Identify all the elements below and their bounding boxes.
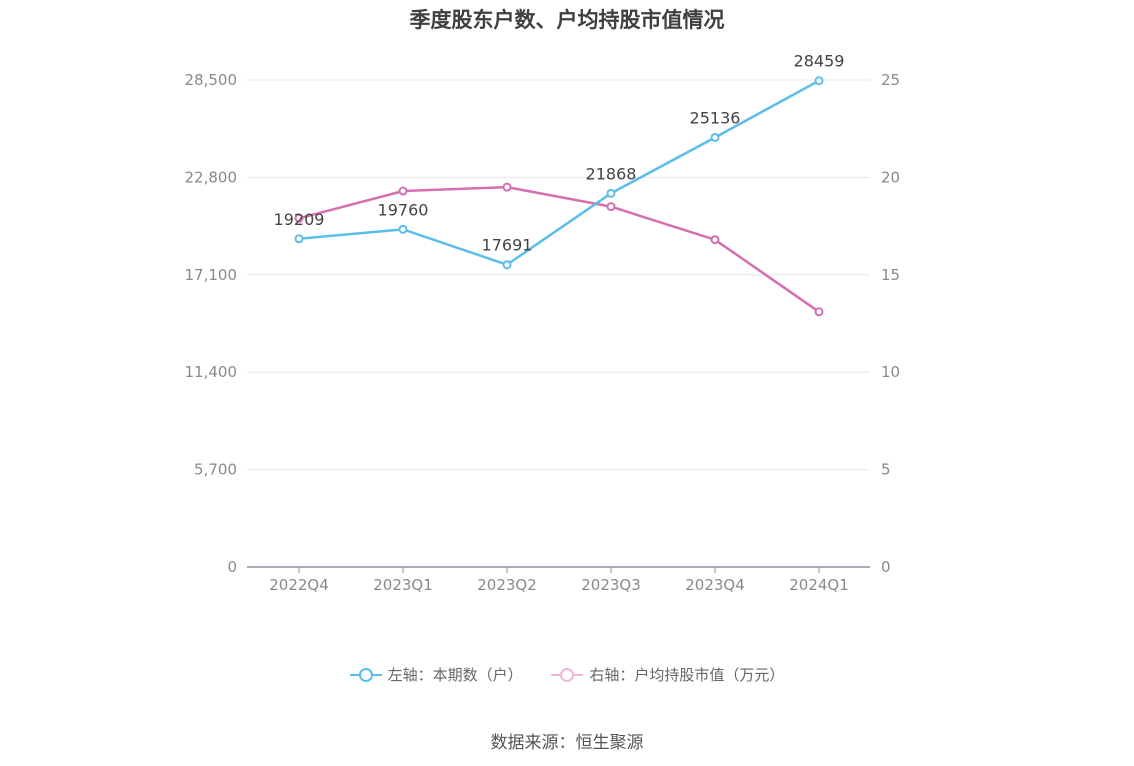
- data-point[interactable]: [606, 188, 616, 198]
- left-tick-label: 17,100: [185, 266, 238, 284]
- x-tick-label: 2022Q4: [269, 576, 329, 594]
- legend-label-holders: 左轴：本期数（户）: [387, 666, 523, 684]
- data-point[interactable]: [398, 224, 408, 234]
- x-tick-label: 2023Q3: [581, 576, 641, 594]
- x-tick-label: 2023Q2: [477, 576, 537, 594]
- data-point[interactable]: [502, 260, 512, 270]
- legend-swatch-avg-value: [551, 667, 584, 682]
- left-tick-label: 0: [227, 558, 237, 576]
- data-label: 17691: [482, 236, 533, 255]
- data-point[interactable]: [606, 202, 616, 212]
- left-tick-label: 22,800: [185, 168, 238, 186]
- right-axis-ticks: 0 5 10 15 20 25: [881, 71, 900, 576]
- right-tick-label: 10: [881, 363, 900, 381]
- legend-swatch-holders: [349, 667, 382, 682]
- right-tick-label: 5: [881, 461, 891, 479]
- data-label: 21868: [586, 164, 637, 183]
- data-point[interactable]: [294, 234, 304, 244]
- left-tick-label: 5,700: [194, 461, 237, 479]
- data-label: 25136: [690, 108, 741, 127]
- x-tick-label: 2024Q1: [789, 576, 849, 594]
- data-point[interactable]: [710, 132, 720, 142]
- data-point[interactable]: [710, 235, 720, 245]
- data-point[interactable]: [294, 213, 304, 223]
- right-tick-label: 20: [881, 168, 900, 186]
- grid-lines: [247, 79, 870, 471]
- right-tick-label: 25: [881, 71, 900, 89]
- data-label: 19760: [378, 200, 429, 219]
- legend-label-avg-value: 右轴：户均持股市值（万元）: [589, 666, 785, 684]
- data-label: 19209: [274, 210, 325, 229]
- data-point[interactable]: [502, 182, 512, 192]
- series-line: [298, 79, 820, 267]
- left-axis-ticks: 0 5,700 11,400 17,100 22,800 28,500: [185, 71, 238, 576]
- left-tick-label: 28,500: [185, 71, 238, 89]
- x-tick-label: 2023Q1: [373, 576, 433, 594]
- series-layer: 19209 19760 17691 21868 25136 28459: [274, 52, 845, 317]
- right-tick-label: 0: [881, 558, 891, 576]
- x-axis: 2022Q4 2023Q1 2023Q2 2023Q3 2023Q4 2024Q1: [247, 566, 870, 594]
- data-point[interactable]: [814, 76, 824, 86]
- series-line: [298, 185, 820, 313]
- legend-item-avg-value[interactable]: 右轴：户均持股市值（万元）: [551, 664, 784, 685]
- series-avg-value: [294, 182, 824, 317]
- data-source: 数据来源：恒生聚源: [490, 733, 644, 753]
- x-tick-label: 2023Q4: [685, 576, 745, 594]
- chart-title: 季度股东户数、户均持股市值情况: [409, 8, 725, 32]
- data-label: 28459: [794, 52, 845, 71]
- series-holders: 19209 19760 17691 21868 25136 28459: [274, 52, 845, 270]
- legend-item-holders[interactable]: 左轴：本期数（户）: [349, 664, 523, 685]
- data-point[interactable]: [814, 307, 824, 317]
- right-tick-label: 15: [881, 266, 900, 284]
- legend: 左轴：本期数（户） 右轴：户均持股市值（万元）: [0, 664, 1134, 686]
- data-point[interactable]: [398, 186, 408, 196]
- left-tick-label: 11,400: [185, 363, 238, 381]
